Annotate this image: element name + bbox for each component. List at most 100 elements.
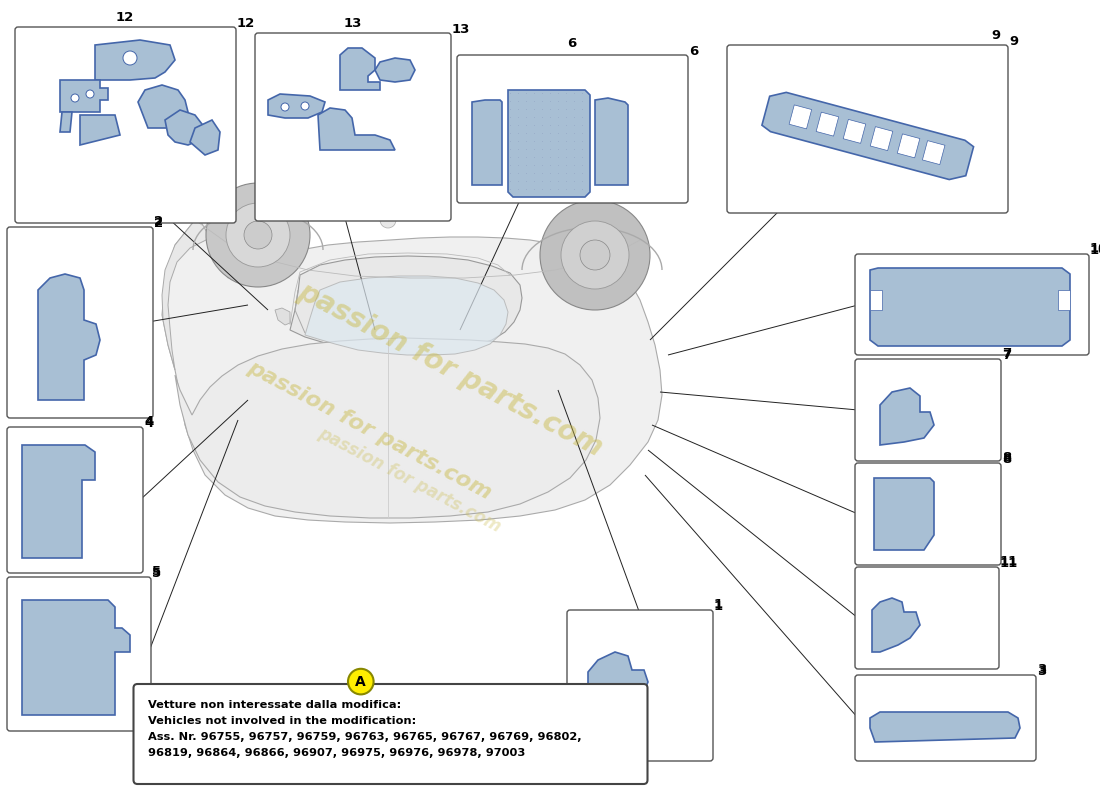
Circle shape bbox=[301, 102, 309, 110]
Text: Vehicles not involved in the modification:: Vehicles not involved in the modificatio… bbox=[147, 716, 416, 726]
Text: 6: 6 bbox=[568, 37, 576, 50]
Polygon shape bbox=[870, 126, 893, 150]
Polygon shape bbox=[165, 110, 205, 145]
FancyBboxPatch shape bbox=[133, 684, 648, 784]
Text: 7: 7 bbox=[1002, 347, 1011, 360]
Polygon shape bbox=[22, 445, 95, 558]
Text: 8: 8 bbox=[1002, 453, 1011, 466]
Circle shape bbox=[610, 717, 620, 727]
Circle shape bbox=[602, 729, 614, 741]
Polygon shape bbox=[190, 120, 220, 155]
Polygon shape bbox=[162, 220, 210, 370]
FancyBboxPatch shape bbox=[855, 463, 1001, 565]
Circle shape bbox=[206, 183, 310, 287]
Text: 1: 1 bbox=[714, 600, 723, 613]
Circle shape bbox=[86, 90, 94, 98]
Text: 7: 7 bbox=[1002, 349, 1011, 362]
Polygon shape bbox=[870, 712, 1020, 742]
Polygon shape bbox=[375, 58, 415, 82]
Text: 13: 13 bbox=[452, 23, 471, 36]
Text: 4: 4 bbox=[144, 417, 153, 430]
Polygon shape bbox=[60, 80, 108, 112]
Polygon shape bbox=[268, 94, 324, 118]
Polygon shape bbox=[318, 108, 395, 150]
Polygon shape bbox=[872, 598, 920, 652]
Polygon shape bbox=[762, 92, 974, 179]
Text: 5: 5 bbox=[152, 565, 161, 578]
Polygon shape bbox=[138, 85, 188, 128]
Text: Vetture non interessate dalla modifica:: Vetture non interessate dalla modifica: bbox=[147, 700, 400, 710]
Circle shape bbox=[540, 200, 650, 310]
Text: passion for parts.com: passion for parts.com bbox=[244, 357, 495, 503]
Polygon shape bbox=[816, 112, 838, 136]
Polygon shape bbox=[870, 268, 1070, 346]
Polygon shape bbox=[844, 119, 866, 143]
FancyBboxPatch shape bbox=[855, 254, 1089, 355]
Circle shape bbox=[561, 221, 629, 289]
Circle shape bbox=[226, 203, 290, 267]
Polygon shape bbox=[175, 338, 600, 518]
Polygon shape bbox=[340, 48, 379, 90]
Polygon shape bbox=[95, 40, 175, 80]
Circle shape bbox=[348, 669, 374, 694]
Polygon shape bbox=[898, 134, 920, 158]
Polygon shape bbox=[472, 100, 502, 185]
Polygon shape bbox=[508, 90, 590, 197]
FancyBboxPatch shape bbox=[727, 45, 1008, 213]
Text: 8: 8 bbox=[1002, 451, 1011, 464]
Polygon shape bbox=[80, 115, 120, 145]
Text: 10: 10 bbox=[1090, 244, 1100, 257]
FancyBboxPatch shape bbox=[855, 567, 999, 669]
Polygon shape bbox=[870, 290, 882, 310]
Text: 11: 11 bbox=[1000, 555, 1019, 568]
Text: 1: 1 bbox=[714, 598, 723, 611]
Circle shape bbox=[72, 94, 79, 102]
Circle shape bbox=[379, 212, 396, 228]
Polygon shape bbox=[275, 308, 290, 325]
Text: Ass. Nr. 96755, 96757, 96759, 96763, 96765, 96767, 96769, 96802,: Ass. Nr. 96755, 96757, 96759, 96763, 967… bbox=[147, 732, 581, 742]
Text: 2: 2 bbox=[154, 217, 163, 230]
FancyBboxPatch shape bbox=[255, 33, 451, 221]
FancyBboxPatch shape bbox=[855, 359, 1001, 461]
Polygon shape bbox=[22, 600, 130, 715]
Text: A: A bbox=[355, 674, 366, 689]
FancyBboxPatch shape bbox=[15, 27, 236, 223]
Text: passion for parts.com: passion for parts.com bbox=[293, 278, 607, 462]
Text: 4: 4 bbox=[144, 415, 153, 428]
Text: 96819, 96864, 96866, 96907, 96975, 96976, 96978, 97003: 96819, 96864, 96866, 96907, 96975, 96976… bbox=[147, 748, 525, 758]
FancyBboxPatch shape bbox=[566, 610, 713, 761]
Text: 9: 9 bbox=[992, 29, 1001, 42]
Circle shape bbox=[123, 51, 138, 65]
FancyBboxPatch shape bbox=[855, 675, 1036, 761]
Text: 6: 6 bbox=[689, 45, 698, 58]
Text: passion for parts.com: passion for parts.com bbox=[316, 424, 505, 536]
Polygon shape bbox=[789, 105, 812, 129]
Text: 13: 13 bbox=[344, 17, 362, 30]
FancyBboxPatch shape bbox=[456, 55, 688, 203]
Text: 5: 5 bbox=[152, 567, 161, 580]
FancyBboxPatch shape bbox=[7, 227, 153, 418]
Circle shape bbox=[280, 103, 289, 111]
Text: 11: 11 bbox=[1000, 557, 1019, 570]
Polygon shape bbox=[60, 112, 72, 132]
Polygon shape bbox=[1058, 290, 1070, 310]
Text: 3: 3 bbox=[1037, 665, 1046, 678]
FancyBboxPatch shape bbox=[7, 427, 143, 573]
Circle shape bbox=[580, 240, 611, 270]
Text: 2: 2 bbox=[154, 215, 163, 228]
Polygon shape bbox=[290, 256, 522, 352]
Polygon shape bbox=[39, 274, 100, 400]
Polygon shape bbox=[923, 141, 945, 165]
Text: 3: 3 bbox=[1037, 663, 1046, 676]
Text: 12: 12 bbox=[116, 11, 134, 24]
Text: 12: 12 bbox=[236, 17, 255, 30]
Polygon shape bbox=[588, 652, 648, 745]
Polygon shape bbox=[162, 192, 662, 523]
Text: 9: 9 bbox=[1009, 35, 1019, 48]
FancyBboxPatch shape bbox=[7, 577, 151, 731]
Polygon shape bbox=[880, 388, 934, 445]
Polygon shape bbox=[305, 276, 508, 355]
Circle shape bbox=[244, 221, 272, 249]
Polygon shape bbox=[595, 98, 628, 185]
Polygon shape bbox=[874, 478, 934, 550]
